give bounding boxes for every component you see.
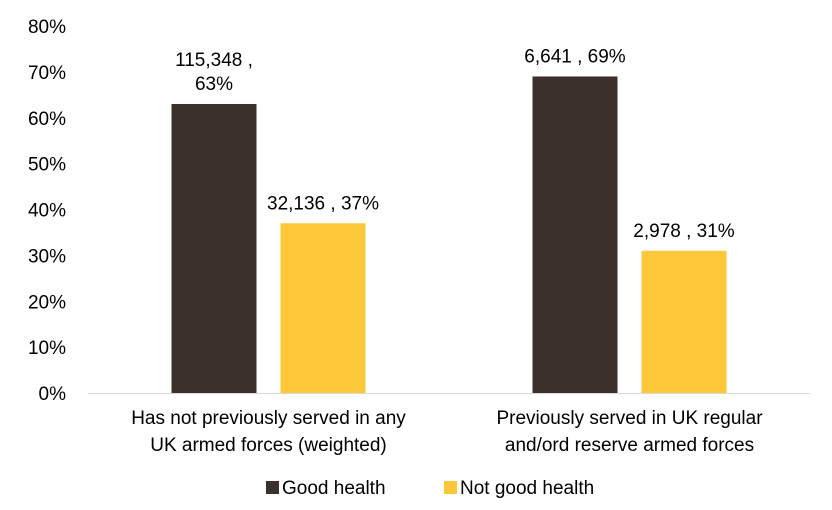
legend-label: Not good health [460, 478, 594, 499]
legend: Good health Not good health [266, 478, 594, 499]
category-label: UK armed forces (weighted) [150, 435, 387, 456]
y-tick-label: 30% [28, 246, 66, 267]
y-axis: 0% 10% 20% 30% 40% 50% 60% 70% 80% [28, 17, 66, 405]
bars [171, 76, 727, 394]
category-label: Has not previously served in any [131, 408, 406, 429]
data-labels: 115,348 , 63% 32,136 , 37% 6,641 , 69% 2,978… [175, 46, 735, 241]
bar [280, 223, 366, 393]
legend-swatch [444, 481, 457, 494]
y-tick-label: 70% [28, 63, 66, 84]
data-label: 115,348 , [175, 50, 253, 71]
data-label: 63% [195, 74, 233, 95]
y-tick-label: 20% [28, 292, 66, 313]
y-tick-label: 50% [28, 155, 66, 176]
bar [532, 76, 618, 394]
data-label: 32,136 , 37% [267, 193, 379, 214]
legend-swatch [266, 481, 279, 494]
y-tick-label: 40% [28, 201, 66, 222]
bar [171, 103, 257, 394]
category-label: Previously served in UK regular [496, 408, 763, 429]
y-tick-label: 0% [39, 384, 67, 405]
bar [641, 250, 727, 393]
legend-label: Good health [282, 478, 386, 499]
category-label: and/ord reserve armed forces [505, 435, 754, 456]
y-tick-label: 80% [28, 17, 66, 38]
y-tick-label: 10% [28, 338, 66, 359]
category-labels: Has not previously served in any UK armed… [131, 408, 763, 456]
data-label: 6,641 , 69% [524, 46, 626, 67]
data-label: 2,978 , 31% [633, 221, 735, 242]
y-tick-label: 60% [28, 109, 66, 130]
